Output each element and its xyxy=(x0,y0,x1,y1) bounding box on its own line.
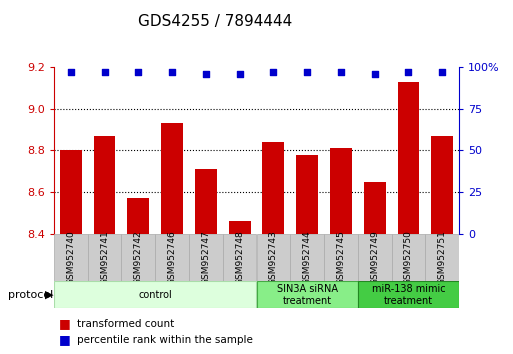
Text: GSM952748: GSM952748 xyxy=(235,230,244,285)
Text: miR-138 mimic
treatment: miR-138 mimic treatment xyxy=(371,284,445,306)
Bar xyxy=(263,142,284,234)
Bar xyxy=(358,281,459,308)
Text: control: control xyxy=(139,290,172,300)
Text: percentile rank within the sample: percentile rank within the sample xyxy=(77,335,253,345)
Point xyxy=(134,69,143,75)
Bar xyxy=(161,124,183,234)
Text: GSM952751: GSM952751 xyxy=(438,230,447,285)
Bar xyxy=(256,281,358,308)
Bar xyxy=(431,136,453,234)
Text: GSM952740: GSM952740 xyxy=(66,230,75,285)
Bar xyxy=(324,234,358,281)
Bar xyxy=(425,234,459,281)
Text: GSM952750: GSM952750 xyxy=(404,230,413,285)
Bar xyxy=(398,82,420,234)
Point xyxy=(67,69,75,75)
Text: GSM952746: GSM952746 xyxy=(168,230,176,285)
Text: GSM952743: GSM952743 xyxy=(269,230,278,285)
Bar xyxy=(195,169,217,234)
Point xyxy=(235,71,244,77)
Bar xyxy=(155,234,189,281)
Text: GSM952749: GSM952749 xyxy=(370,230,379,285)
Bar xyxy=(296,155,318,234)
Point xyxy=(438,69,446,75)
Text: ■: ■ xyxy=(59,333,71,346)
Bar xyxy=(189,234,223,281)
Bar xyxy=(358,234,391,281)
Text: ▶: ▶ xyxy=(45,290,53,300)
Point xyxy=(404,69,412,75)
Point xyxy=(101,69,109,75)
Bar xyxy=(93,136,115,234)
Bar xyxy=(391,234,425,281)
Bar xyxy=(54,281,256,308)
Text: GSM952745: GSM952745 xyxy=(337,230,345,285)
Bar xyxy=(229,221,250,234)
Bar xyxy=(364,182,386,234)
Bar xyxy=(290,234,324,281)
Bar xyxy=(60,150,82,234)
Bar xyxy=(88,234,122,281)
Point xyxy=(269,69,278,75)
Bar xyxy=(223,234,256,281)
Bar xyxy=(330,148,352,234)
Point xyxy=(168,69,176,75)
Bar xyxy=(54,234,88,281)
Text: GSM952744: GSM952744 xyxy=(303,230,312,285)
Text: GSM952742: GSM952742 xyxy=(134,230,143,285)
Text: SIN3A siRNA
treatment: SIN3A siRNA treatment xyxy=(277,284,338,306)
Text: protocol: protocol xyxy=(8,290,53,300)
Point xyxy=(202,71,210,77)
Text: GSM952741: GSM952741 xyxy=(100,230,109,285)
Point xyxy=(370,71,379,77)
Point xyxy=(303,69,311,75)
Bar xyxy=(256,234,290,281)
Text: ■: ■ xyxy=(59,318,71,330)
Text: GSM952747: GSM952747 xyxy=(201,230,210,285)
Point xyxy=(337,69,345,75)
Bar xyxy=(122,234,155,281)
Text: GDS4255 / 7894444: GDS4255 / 7894444 xyxy=(139,14,292,29)
Text: transformed count: transformed count xyxy=(77,319,174,329)
Bar xyxy=(127,198,149,234)
